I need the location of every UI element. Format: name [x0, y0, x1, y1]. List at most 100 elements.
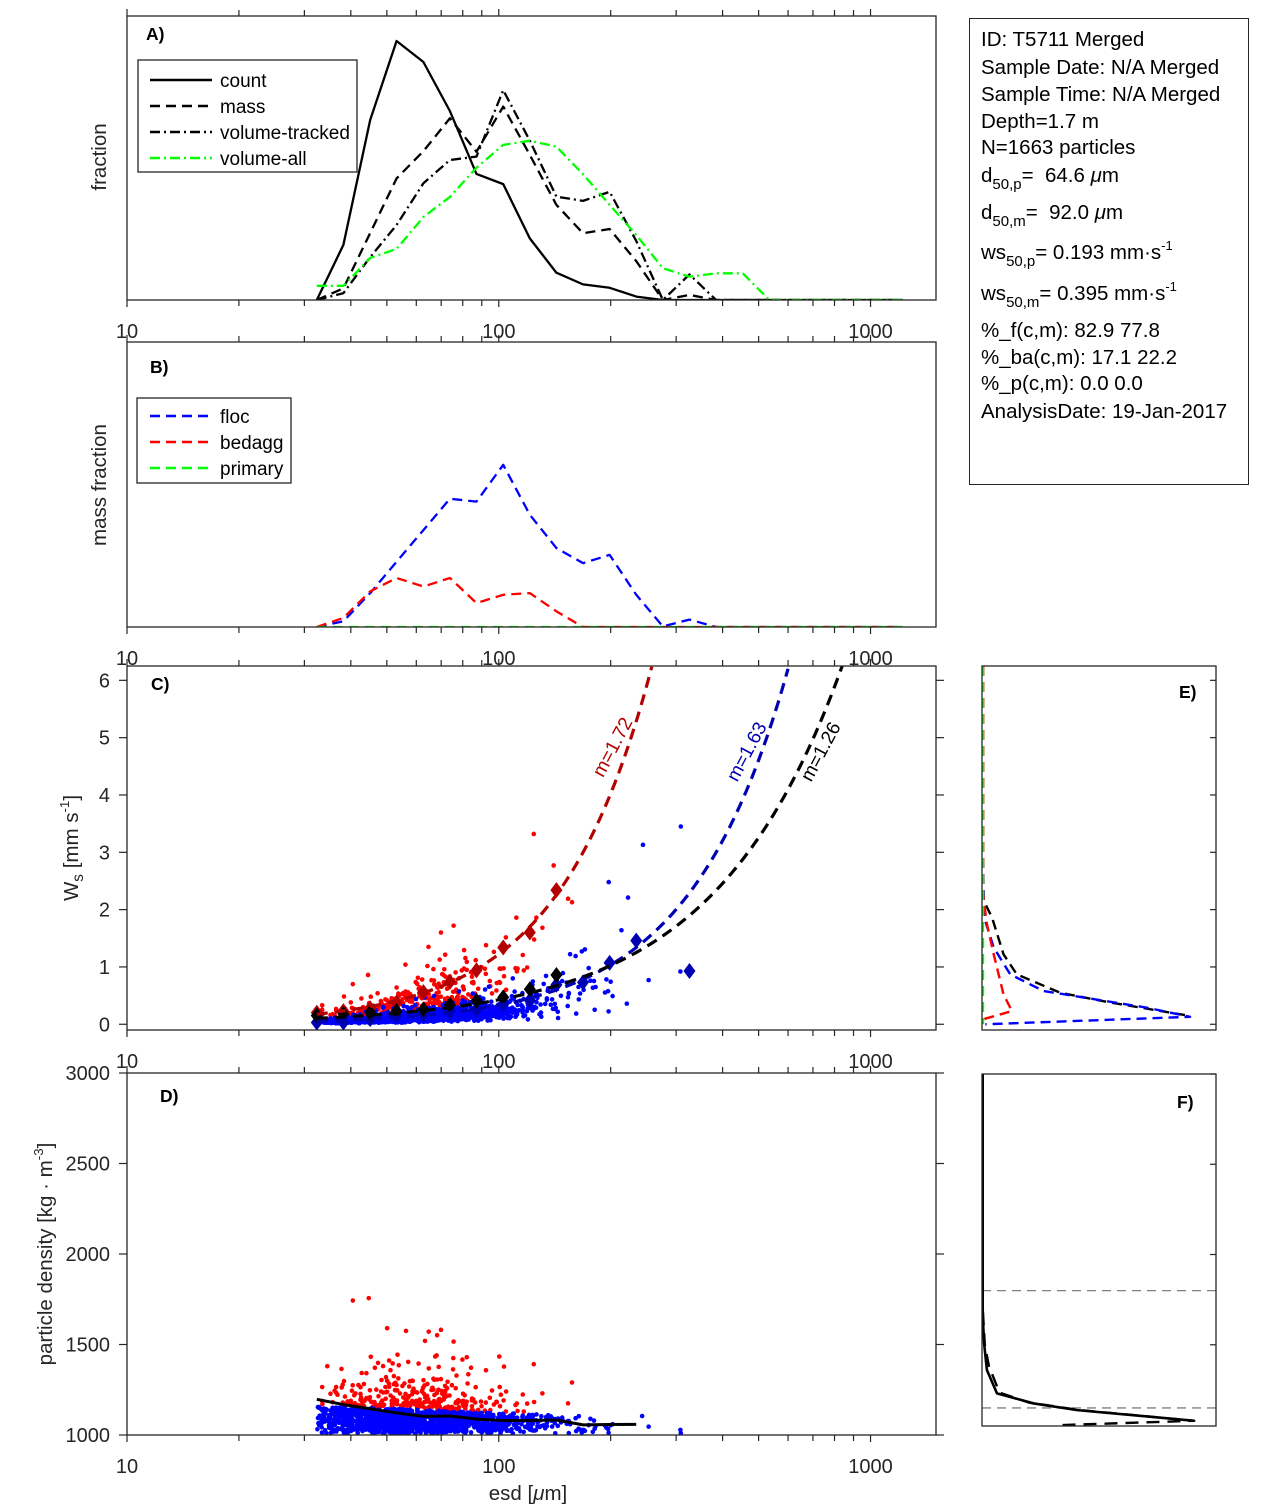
density-point-bedagg: [524, 1401, 530, 1406]
axes-frame: [126, 665, 937, 1031]
info-line-ws50p: ws50,p= 0.193 mm·s-1: [981, 238, 1173, 270]
density-point-bedagg: [430, 1401, 436, 1406]
line-volume-tracked: [316, 88, 903, 300]
density-point-bedagg: [368, 1354, 374, 1360]
label-part-text: fraction: [88, 123, 111, 190]
scatter-point-floc: [468, 1015, 473, 1020]
density-point-floc: [319, 1430, 325, 1435]
scatter-point-bedagg: [442, 952, 448, 957]
scatter-point-floc: [520, 1004, 525, 1009]
legend-box: [136, 397, 292, 484]
scatter-point-floc: [485, 1013, 490, 1018]
density-point-bedagg: [494, 1400, 500, 1405]
scatter-point-floc: [401, 1003, 406, 1009]
panel-label: C): [151, 674, 169, 694]
density-point-bedagg: [454, 1373, 459, 1378]
density-point-floc: [510, 1431, 516, 1435]
density-point-floc: [412, 1431, 418, 1435]
scatter-point-floc: [573, 1011, 579, 1016]
density-point-bedagg: [438, 1327, 444, 1333]
density-point-bedagg: [386, 1358, 392, 1363]
scatter-point-bedagg: [426, 944, 431, 950]
x-tick-label: 100: [482, 321, 515, 343]
density-point-floc: [345, 1427, 351, 1433]
info-superscript: -1: [1165, 279, 1177, 295]
y-axis-label: Ws [mm s-1]: [57, 795, 87, 901]
density-point-floc: [576, 1426, 581, 1431]
y-tick-label: 3000: [66, 1063, 111, 1085]
scatter-point-bedagg: [531, 831, 537, 837]
density-point-floc: [543, 1414, 549, 1420]
info-line-d50p: d50,p= 64.6 μm: [981, 164, 1119, 193]
density-point-bedagg: [403, 1396, 408, 1402]
density-point-floc: [351, 1427, 356, 1432]
scatter-point-bedagg: [483, 971, 489, 977]
scatter-point-bedagg: [503, 987, 509, 993]
density-point-bedagg: [414, 1403, 420, 1409]
scatter-point-floc: [486, 984, 492, 989]
density-point-floc: [548, 1414, 554, 1419]
legend-item-floc: floc: [150, 407, 250, 428]
info-text: %_ba(c,m): 17.1 22.2: [981, 345, 1177, 369]
density-point-bedagg: [397, 1391, 403, 1396]
info-text: = 0.395 mm·s: [1039, 282, 1166, 306]
y-tick-label: 4: [99, 785, 110, 807]
density-point-floc: [555, 1423, 561, 1429]
density-point-bedagg: [515, 1408, 520, 1414]
density-point-floc: [576, 1413, 582, 1419]
marker-bedagg-mean: [443, 973, 456, 990]
density-point-bedagg: [478, 1399, 484, 1404]
scatter-point-bedagg: [475, 986, 481, 992]
info-line-pct-primary: %_p(c,m): 0.0 0.0: [981, 372, 1143, 396]
density-point-bedagg: [514, 1401, 520, 1406]
scatter-point-bedagg: [540, 925, 545, 931]
scatter-point-bedagg: [453, 970, 458, 975]
scatter-point-floc: [516, 1008, 522, 1013]
density-point-floc: [422, 1425, 427, 1430]
density-point-bedagg: [367, 1395, 373, 1400]
density-point-bedagg: [426, 1329, 432, 1334]
marker-all-mean: [364, 1004, 377, 1021]
scatter-point-bedagg: [469, 974, 475, 979]
info-line-analysis-date: AnalysisDate: 19-Jan-2017: [981, 400, 1227, 424]
info-text: ID: T5711 Merged: [981, 28, 1145, 51]
y-tick-label: 2000: [66, 1244, 111, 1266]
density-point-bedagg: [521, 1409, 527, 1414]
density-point-floc: [441, 1409, 447, 1414]
density-point-bedagg: [501, 1364, 507, 1369]
scatter-point-bedagg: [501, 974, 507, 979]
scatter-point-bedagg: [460, 994, 465, 1000]
scatter-point-floc: [490, 1004, 495, 1010]
y-tick-label: 3: [99, 842, 110, 864]
panel-label: B): [150, 357, 168, 377]
density-point-bedagg: [393, 1398, 398, 1403]
scatter-point-floc: [405, 1006, 411, 1011]
density-point-floc: [591, 1418, 597, 1423]
scatter-point-floc: [590, 985, 596, 990]
scatter-point-floc: [606, 1009, 611, 1014]
density-point-floc: [549, 1424, 555, 1429]
density-point-floc: [378, 1413, 384, 1418]
density-point-floc: [433, 1417, 439, 1422]
density-point-floc: [487, 1426, 492, 1431]
density-point-bedagg: [351, 1393, 357, 1398]
density-point-floc: [411, 1425, 417, 1431]
density-point-bedagg: [416, 1361, 421, 1366]
scatter-point-floc: [640, 842, 646, 848]
density-point-floc: [334, 1427, 340, 1432]
scatter-point-floc: [602, 990, 608, 995]
density-point-floc: [535, 1424, 540, 1429]
scatter-point-floc: [678, 824, 684, 829]
scatter-point-bedagg: [425, 963, 430, 969]
legend: count mass volume-tracked volume-all: [137, 59, 358, 173]
scatter-point-floc: [531, 1007, 536, 1012]
density-point-bedagg: [396, 1376, 401, 1381]
info-line-pct-bedagg: %_ba(c,m): 17.1 22.2: [981, 346, 1177, 370]
scatter-point-floc: [555, 1015, 561, 1021]
scatter-point-floc: [576, 997, 582, 1002]
scatter-point-bedagg: [414, 981, 420, 987]
axes-frame: [981, 665, 1217, 1031]
density-point-bedagg: [424, 1393, 430, 1399]
scatter-point-bedagg: [350, 981, 356, 987]
density-point-bedagg: [378, 1389, 384, 1394]
